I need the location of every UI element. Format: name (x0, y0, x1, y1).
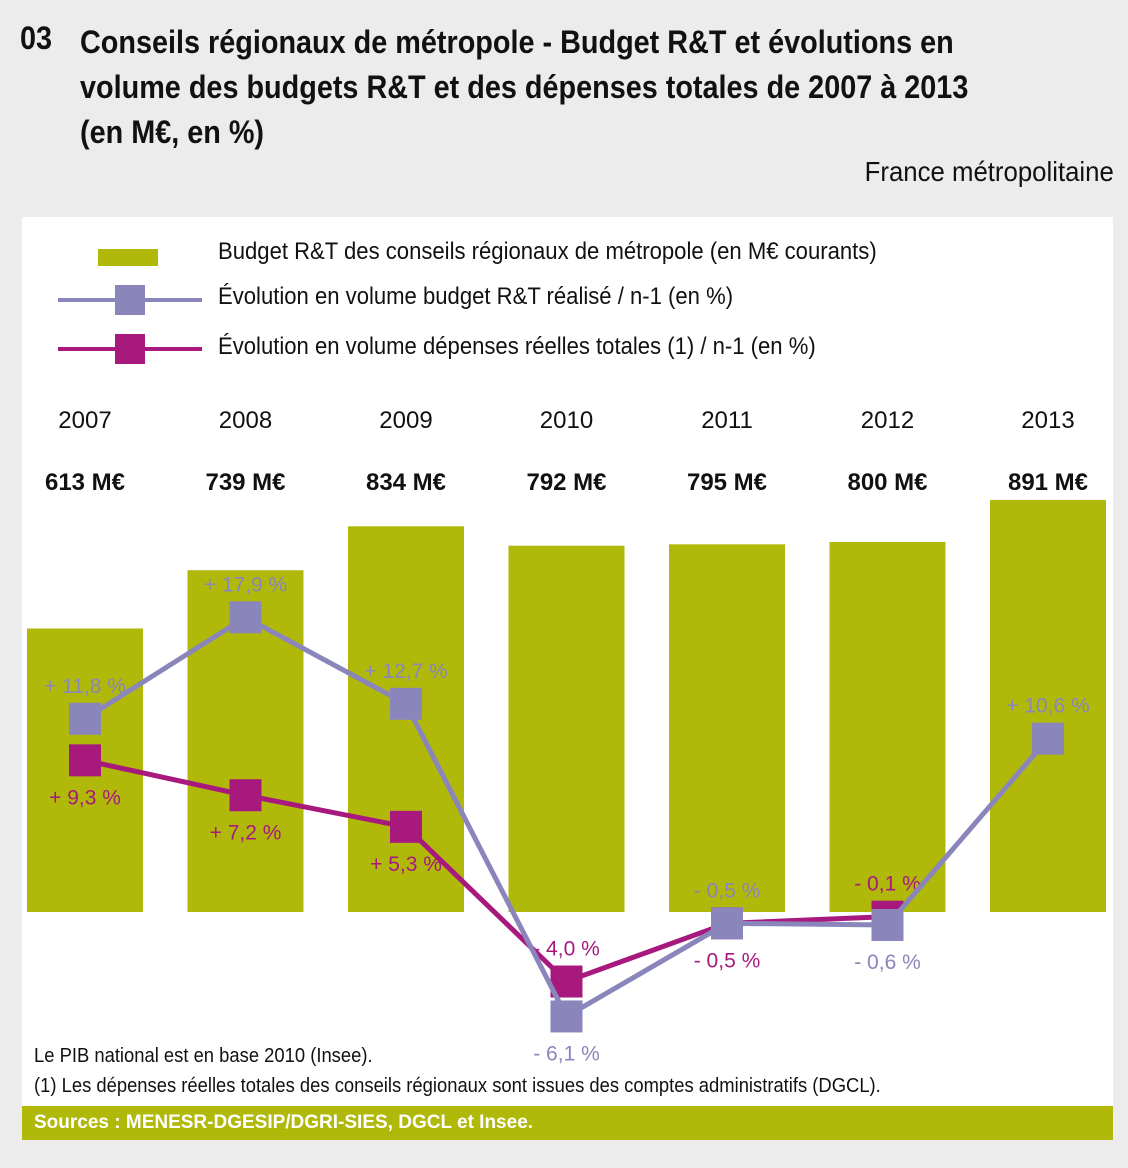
legend-label-dep: Évolution en volume dépenses réelles tot… (218, 333, 816, 360)
data-label-dep-2012: - 0,1 % (854, 873, 921, 896)
year-label-2010: 2010 (540, 407, 593, 434)
note-depenses: (1) Les dépenses réelles totales des con… (34, 1075, 881, 1097)
marker-dep-2009 (390, 810, 422, 843)
data-label-rt-2013: + 10,6 % (1006, 695, 1089, 718)
year-label-2008: 2008 (219, 407, 272, 434)
data-label-rt-2010: - 6,1 % (533, 1042, 600, 1065)
data-label-dep-2011: - 0,5 % (694, 949, 761, 972)
bar-value-label-2012: 800 M€ (847, 469, 927, 496)
marker-rt-2009 (390, 687, 422, 720)
data-label-rt-2011: - 0,5 % (694, 879, 761, 902)
bar-value-label-2007: 613 M€ (45, 469, 125, 496)
data-label-rt-2009: + 12,7 % (364, 660, 447, 683)
marker-rt-2007 (69, 702, 101, 735)
marker-rt-2008 (229, 601, 262, 634)
data-label-dep-2010: - 4,0 % (533, 938, 600, 961)
marker-rt-2010 (550, 1000, 583, 1033)
legend-label-rt: Évolution en volume budget R&T réalisé /… (218, 283, 734, 310)
year-label-2007: 2007 (58, 407, 111, 434)
legend-marker-rt (115, 285, 145, 315)
year-label-2013: 2013 (1021, 407, 1074, 434)
figure-number: 03 (20, 20, 53, 56)
chart-title: Conseils régionaux de métropole - Budget… (80, 24, 969, 150)
data-label-dep-2008: + 7,2 % (210, 821, 282, 844)
chart-scope: France métropolitaine (864, 156, 1114, 187)
marker-rt-2013 (1032, 722, 1064, 755)
bar-2012 (829, 542, 946, 912)
bar-2010 (508, 545, 625, 912)
data-label-dep-2007: + 9,3 % (49, 786, 121, 809)
bar-2011 (669, 544, 785, 912)
legend-swatch-budget (98, 249, 158, 266)
bar-value-label-2008: 739 M€ (205, 469, 285, 496)
year-label-2012: 2012 (861, 407, 914, 434)
year-label-2009: 2009 (379, 407, 432, 434)
legend-label-budget: Budget R&T des conseils régionaux de mét… (218, 238, 877, 265)
source-bar: Sources : MENESR-DGESIP/DGRI-SIES, DGCL … (22, 1106, 1113, 1140)
data-label-rt-2012: - 0,6 % (854, 951, 921, 974)
data-label-dep-2009: + 5,3 % (370, 853, 442, 876)
bar-value-label-2010: 792 M€ (526, 469, 606, 496)
bar-value-label-2013: 891 M€ (1008, 469, 1088, 496)
legend-marker-dep (115, 334, 145, 364)
marker-rt-2012 (871, 908, 904, 941)
data-label-rt-2008: + 17,9 % (204, 573, 287, 596)
marker-dep-2007 (69, 744, 101, 777)
bar-value-label-2011: 795 M€ (687, 469, 767, 496)
data-label-rt-2007: + 11,8 % (44, 675, 126, 698)
note-pib: Le PIB national est en base 2010 (Insee)… (34, 1045, 373, 1067)
bar-value-label-2009: 834 M€ (366, 469, 446, 496)
marker-rt-2011 (711, 907, 743, 940)
bar-2013 (990, 499, 1106, 912)
marker-dep-2008 (229, 779, 262, 812)
year-label-2011: 2011 (701, 407, 753, 434)
